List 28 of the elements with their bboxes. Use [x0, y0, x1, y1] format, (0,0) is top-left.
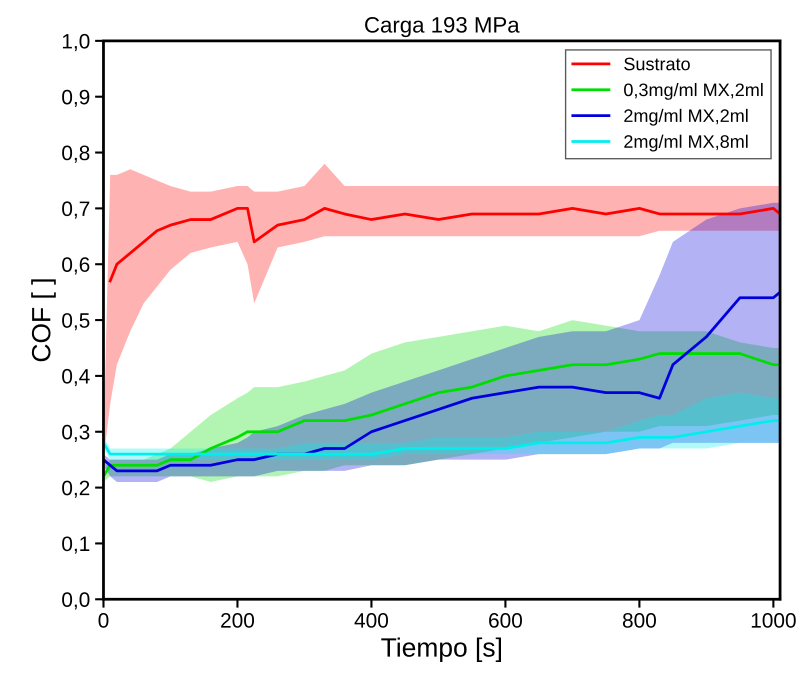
- y-tick-label: 0,7: [62, 201, 90, 219]
- y-tick-label: 0,1: [62, 536, 90, 554]
- line-series: [108, 206, 780, 282]
- y-tick-label: 0,0: [62, 592, 90, 610]
- x-tick-label: 200: [221, 613, 254, 628]
- y-tick-label: 0,2: [62, 480, 90, 498]
- x-tick-label: 1000: [752, 613, 796, 628]
- y-tick-label: 0,3: [62, 424, 90, 442]
- line-series: [103, 419, 780, 456]
- y-axis-title: COF [ ]: [31, 279, 56, 362]
- y-tick-label: 0,6: [62, 257, 90, 274]
- x-axis-title: Tiempo [s]: [381, 637, 501, 662]
- chart-title: Carga 193 MPa: [365, 17, 520, 38]
- line-series: [103, 352, 780, 478]
- x-tick-label: 600: [489, 613, 522, 628]
- x-tick-label: 0: [98, 613, 108, 628]
- legend-label: 2mg/ml MX,2ml: [624, 108, 748, 126]
- y-tick-label: 0,9: [62, 90, 90, 107]
- y-tick-label: 0,5: [62, 313, 90, 330]
- y-tick-label: 0,8: [62, 146, 90, 163]
- legend-label: 0,3mg/ml MX,2ml: [624, 82, 763, 100]
- line-series: [103, 290, 780, 472]
- x-tick-label: 400: [354, 613, 388, 628]
- y-tick-label: 0,4: [62, 368, 90, 386]
- y-tick-label: 1,0: [62, 34, 90, 52]
- x-tick-label: 800: [622, 613, 656, 628]
- legend-label: 2mg/ml MX,8ml: [624, 134, 748, 152]
- legend-label: Sustrato: [624, 58, 690, 70]
